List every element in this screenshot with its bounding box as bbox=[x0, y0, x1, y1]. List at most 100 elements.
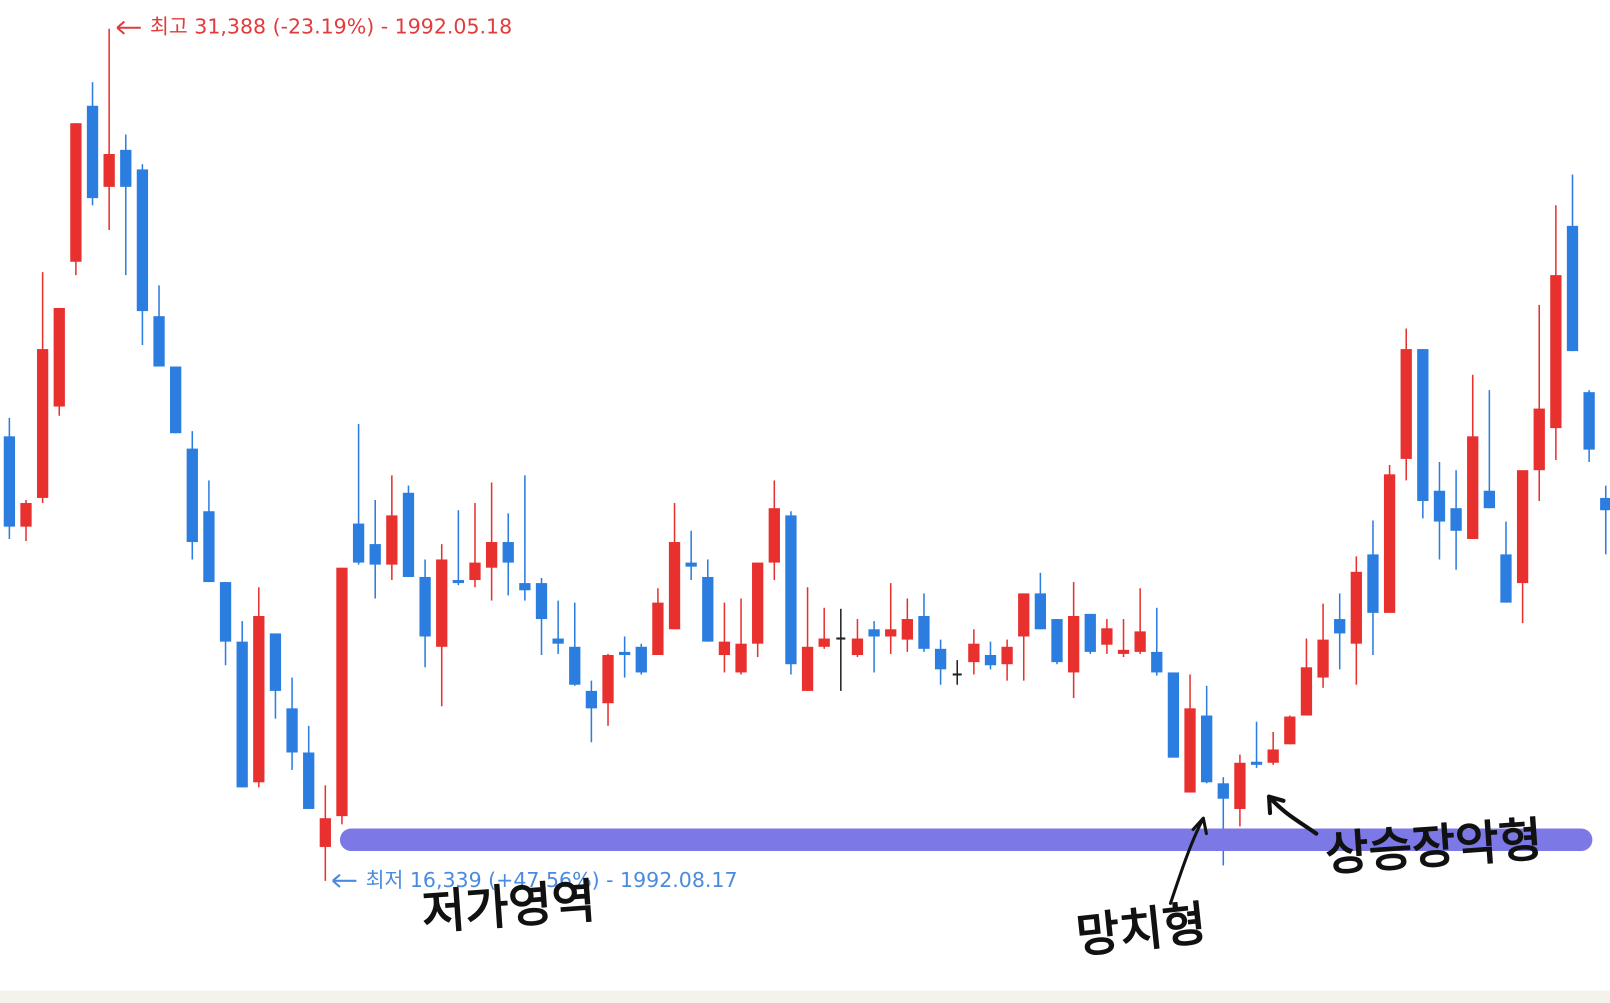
candle-body bbox=[1417, 349, 1429, 501]
candle-body bbox=[319, 818, 331, 847]
candle-body bbox=[1001, 646, 1013, 665]
candle-body bbox=[1284, 716, 1296, 745]
candle-body bbox=[901, 619, 913, 640]
candle-body bbox=[934, 648, 947, 670]
candle-body bbox=[419, 576, 431, 637]
candle-body bbox=[1117, 649, 1130, 654]
candle-body bbox=[1051, 619, 1063, 663]
candle-body bbox=[918, 615, 930, 649]
low-label: 최저 16,339 (+47.56%) - 1992.08.17 bbox=[366, 868, 738, 892]
candle-body bbox=[20, 503, 32, 527]
candle-body bbox=[136, 169, 149, 312]
candle-body bbox=[352, 523, 365, 563]
candle-body bbox=[1350, 571, 1362, 644]
annotation-arrow bbox=[1168, 816, 1208, 905]
candle-body bbox=[785, 515, 797, 665]
candle-body bbox=[569, 646, 581, 685]
candle-body bbox=[1267, 749, 1279, 763]
candle-body bbox=[1084, 613, 1096, 652]
candle-body bbox=[436, 559, 448, 647]
candle-body bbox=[968, 643, 980, 663]
candle-body bbox=[386, 515, 398, 565]
candle-body bbox=[153, 316, 165, 367]
candle-body bbox=[269, 633, 282, 691]
candle-body bbox=[469, 562, 481, 581]
bottom-strip bbox=[0, 990, 1610, 1003]
candle-body bbox=[286, 708, 298, 753]
candle-body bbox=[1334, 619, 1346, 634]
candle-body bbox=[668, 542, 681, 630]
annotation-arrow bbox=[1266, 794, 1319, 836]
candle-body bbox=[502, 542, 514, 563]
candle-body bbox=[1151, 651, 1163, 673]
annotation: 저가영역 bbox=[420, 874, 597, 941]
candle-body bbox=[1467, 436, 1479, 539]
candle-body bbox=[203, 511, 215, 583]
candle-body bbox=[1034, 593, 1047, 630]
candle-body bbox=[1201, 715, 1213, 783]
candle-body bbox=[1550, 275, 1562, 429]
candle-body bbox=[336, 567, 348, 817]
candle-body bbox=[103, 154, 115, 187]
candle-body bbox=[219, 582, 232, 642]
candle-body bbox=[186, 448, 198, 543]
candle-body bbox=[1600, 497, 1610, 511]
candle-body bbox=[718, 641, 731, 656]
candle-body bbox=[485, 542, 498, 568]
candle-body bbox=[402, 492, 415, 577]
candle-body bbox=[70, 123, 82, 262]
candle-body bbox=[984, 655, 997, 666]
candle-body bbox=[1516, 470, 1529, 584]
candle-body bbox=[36, 349, 49, 498]
candle-body bbox=[1383, 474, 1396, 613]
candle-body bbox=[1250, 761, 1263, 765]
candle-body bbox=[885, 629, 897, 637]
candle-body bbox=[685, 562, 697, 567]
candle-body bbox=[452, 580, 465, 584]
candle-body bbox=[952, 673, 962, 676]
candle-body bbox=[768, 508, 780, 563]
candle-body bbox=[1184, 708, 1196, 793]
candle-body bbox=[1300, 667, 1313, 716]
candle-body bbox=[3, 436, 16, 527]
candle-body bbox=[735, 643, 747, 673]
candle-body bbox=[1101, 628, 1113, 645]
candle-body bbox=[120, 149, 132, 187]
candle-body bbox=[552, 638, 564, 644]
candle-body bbox=[303, 752, 315, 809]
candle-body bbox=[86, 105, 99, 199]
high-label: 최고 31,388 (-23.19%) - 1992.05.18 bbox=[150, 15, 512, 39]
candle-body bbox=[702, 576, 714, 642]
annotation: 망치형 bbox=[1074, 896, 1209, 964]
candle-body bbox=[602, 655, 614, 704]
candle-body bbox=[851, 638, 864, 656]
candle-body bbox=[619, 651, 631, 656]
candle-body bbox=[868, 629, 880, 637]
candle-body bbox=[801, 646, 814, 691]
candle-body bbox=[1067, 615, 1080, 673]
candle-body bbox=[818, 638, 830, 647]
candle-body bbox=[1483, 490, 1496, 509]
candle-body bbox=[369, 544, 381, 565]
candle-body bbox=[1400, 349, 1412, 459]
candle-body bbox=[1234, 762, 1246, 809]
overlay: 최고 31,388 (-23.19%) - 1992.05.18 최저 16,3… bbox=[116, 15, 1593, 965]
candle-body bbox=[253, 615, 265, 783]
candle-body bbox=[1317, 639, 1329, 678]
candle-body bbox=[1500, 554, 1512, 603]
candle-body bbox=[585, 690, 598, 709]
low-arrow bbox=[332, 873, 357, 888]
candle-body bbox=[836, 637, 846, 640]
candle-body bbox=[1433, 490, 1446, 522]
candle-body bbox=[1450, 508, 1462, 531]
candle-body bbox=[1018, 593, 1030, 637]
candle-body bbox=[1134, 631, 1146, 652]
candle-body bbox=[170, 366, 182, 434]
candle-body bbox=[236, 641, 248, 788]
candle-body bbox=[1583, 392, 1595, 450]
high-arrow bbox=[116, 20, 141, 35]
candle-body bbox=[752, 562, 764, 644]
candle-body bbox=[535, 583, 548, 620]
